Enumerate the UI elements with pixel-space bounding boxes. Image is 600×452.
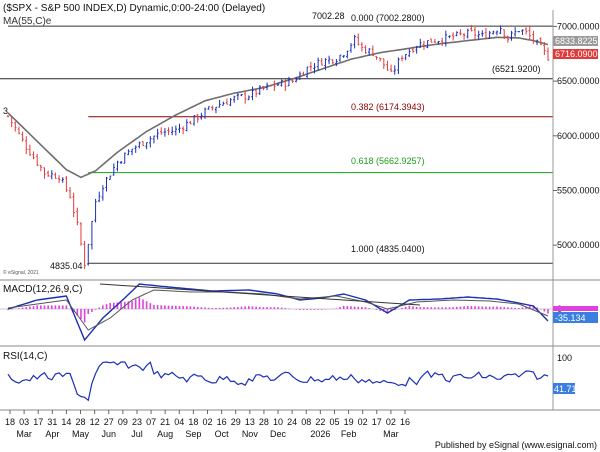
date-month-label: 2026 xyxy=(310,429,330,439)
date-day-label: 05 xyxy=(329,417,339,427)
edge-marker: 3 xyxy=(3,106,8,116)
date-day-label: 04 xyxy=(174,417,184,427)
fib-label-0: 0.000 (7002.2800) xyxy=(351,13,425,23)
date-day-label: 14 xyxy=(61,417,71,427)
fib-label-382: 0.382 (6174.3943) xyxy=(351,102,425,112)
date-day-label: 03 xyxy=(19,417,29,427)
price-tick-label: 6500.0000 xyxy=(557,76,600,86)
macd-value-badge-text: -35.134 xyxy=(555,313,586,323)
low-annotation: 4835.04 xyxy=(50,261,83,271)
date-day-label: 10 xyxy=(273,417,283,427)
macd-label: MACD(12,26,9,C) xyxy=(3,284,82,295)
date-month-label: Mar xyxy=(16,429,32,439)
date-day-label: 24 xyxy=(287,417,297,427)
date-month-label: Dec xyxy=(270,429,287,439)
date-month-label: Nov xyxy=(242,429,259,439)
date-day-label: 02 xyxy=(358,417,368,427)
fib-label-1000: 1.000 (4835.0400) xyxy=(351,244,425,254)
date-day-label: 16 xyxy=(217,417,227,427)
macd-histogram-badge xyxy=(553,306,598,311)
date-day-label: 08 xyxy=(301,417,311,427)
rsi-axis-tick-100: 100 xyxy=(557,353,572,363)
macd-trendline xyxy=(99,283,421,306)
date-month-label: Oct xyxy=(215,429,230,439)
date-day-label: 23 xyxy=(132,417,142,427)
ma-price-badge xyxy=(553,36,598,46)
macd-panel: MACD(12,26,9,C) 0 -35.134 xyxy=(0,280,598,346)
price-tick-label: 7000.0000 xyxy=(557,21,600,31)
date-day-label: 28 xyxy=(76,417,86,427)
candlesticks xyxy=(6,24,550,270)
rsi-value-badge-text: 41.71 xyxy=(554,384,577,394)
watermark: © eSignal, 2021 xyxy=(3,269,39,276)
date-day-label: 31 xyxy=(47,417,57,427)
date-day-label: 27 xyxy=(104,417,114,427)
date-day-label: 17 xyxy=(33,417,43,427)
chart-title: ($SPX - S&P 500 INDEX,D) Dynamic,0:00-24… xyxy=(3,3,265,14)
price-tick-label: 6000.0000 xyxy=(557,131,600,141)
price-tick-label: 5000.0000 xyxy=(557,240,600,250)
footer-credit: Published by eSignal (www.esignal.com) xyxy=(435,440,597,450)
date-month-label: Aug xyxy=(157,429,173,439)
date-day-label: 02 xyxy=(202,417,212,427)
fibonacci-levels xyxy=(0,25,553,264)
price-panel: 7000.0000 6500.0000 6000.0000 5500.0000 5000… xyxy=(0,3,600,280)
date-day-label: 22 xyxy=(315,417,325,427)
price-tick-label: 5500.0000 xyxy=(557,185,600,195)
ma-legend-label: MA(55,C)e xyxy=(3,16,52,27)
rsi-label: RSI(14,C) xyxy=(3,351,47,362)
last-price-badge xyxy=(553,49,598,59)
rsi-value-badge xyxy=(553,383,575,394)
rsi-line xyxy=(7,361,549,402)
date-day-label: 18 xyxy=(5,417,15,427)
date-month-label: May xyxy=(72,429,90,439)
date-day-label: 07 xyxy=(146,417,156,427)
ma-price-badge-text: 6833.8225 xyxy=(555,36,598,46)
date-day-label: 09 xyxy=(118,417,128,427)
date-day-label: 28 xyxy=(259,417,269,427)
high-annotation: 7002.28 xyxy=(312,11,345,21)
date-day-label: 12 xyxy=(90,417,100,427)
date-month-label: Jul xyxy=(131,429,143,439)
date-day-label: 13 xyxy=(245,417,255,427)
date-day-label: 16 xyxy=(400,417,410,427)
date-month-label: Mar xyxy=(383,429,399,439)
date-day-label: 02 xyxy=(386,417,396,427)
date-month-label: Jun xyxy=(101,429,116,439)
macd-value-badge xyxy=(553,312,598,323)
rsi-panel: RSI(14,C) 100 41.71 xyxy=(3,346,577,410)
date-month-label: Feb xyxy=(341,429,357,439)
date-day-label: 29 xyxy=(231,417,241,427)
date-day-label: 18 xyxy=(188,417,198,427)
date-month-label: Sep xyxy=(185,429,201,439)
price-axis: 7000.0000 6500.0000 6000.0000 5500.0000 5000… xyxy=(553,21,600,250)
date-day-label: 19 xyxy=(344,417,354,427)
support-label: (6521.9200) xyxy=(492,64,541,74)
date-month-label: Apr xyxy=(45,429,59,439)
macd-line xyxy=(7,283,549,342)
date-day-label: 17 xyxy=(372,417,382,427)
date-day-label: 21 xyxy=(160,417,170,427)
last-price-badge-text: 6716.0900 xyxy=(555,49,598,59)
date-axis: 18 03 17 31 14 28 12 27 09 23 07 21 04 18 02 16 29 13 28 10… xyxy=(5,410,410,439)
fib-label-618: 0.618 (5662.9257) xyxy=(351,156,425,166)
